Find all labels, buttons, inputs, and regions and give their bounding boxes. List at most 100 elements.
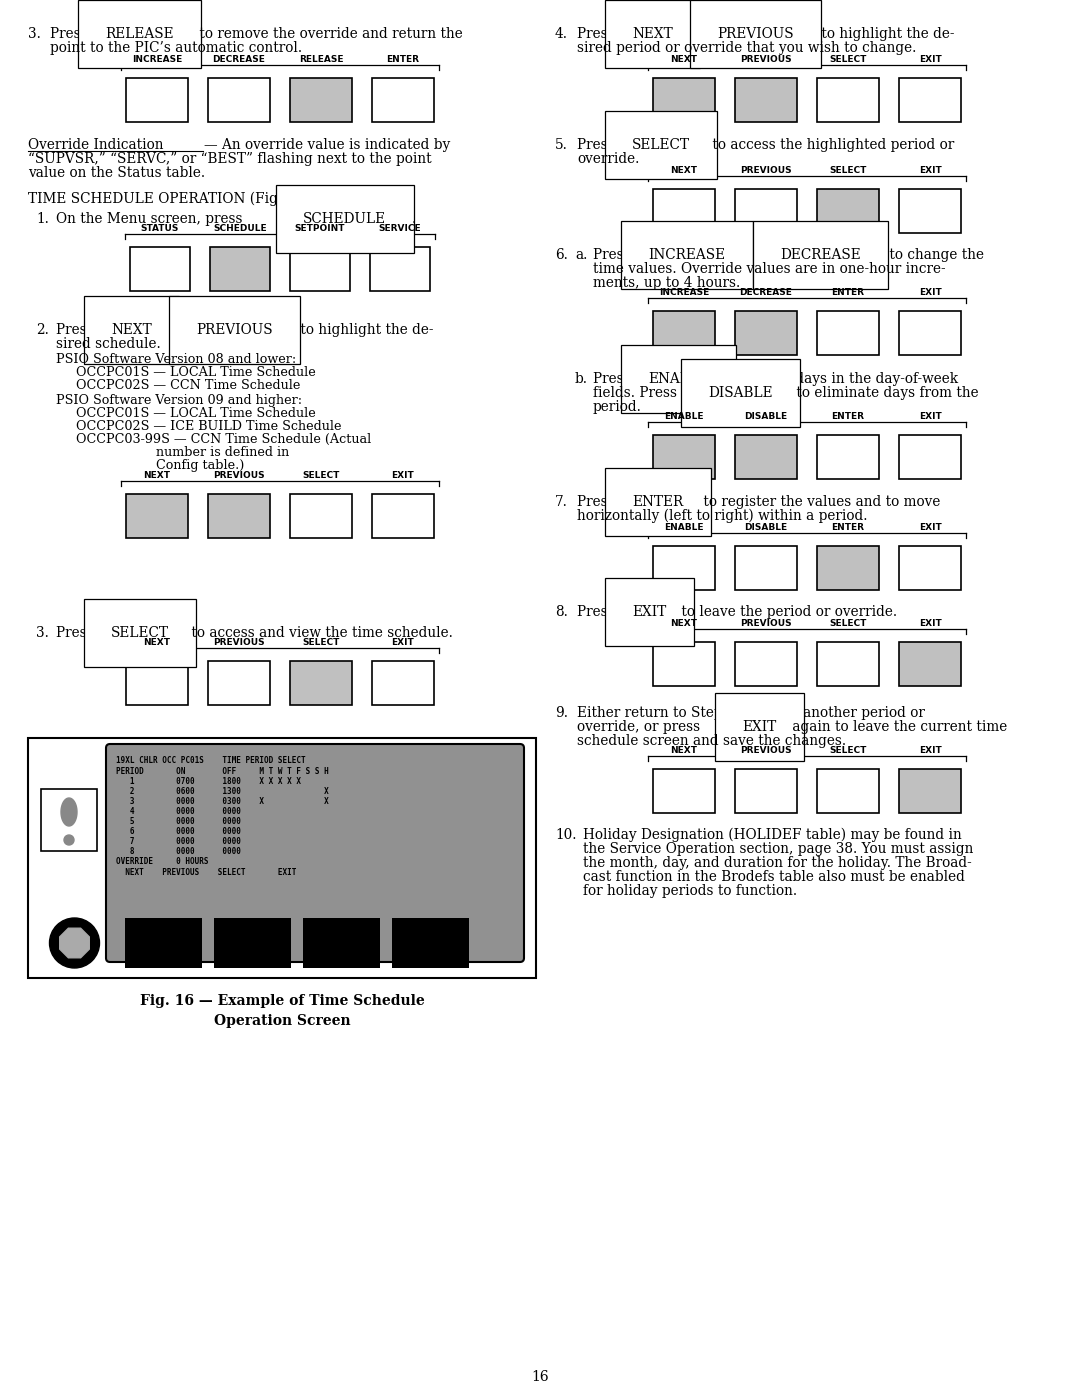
Text: DECREASE: DECREASE xyxy=(780,249,861,263)
Text: PREVIOUS: PREVIOUS xyxy=(740,619,792,629)
FancyBboxPatch shape xyxy=(291,247,350,291)
Text: DECREASE: DECREASE xyxy=(213,54,266,64)
FancyBboxPatch shape xyxy=(899,643,961,686)
Text: EXIT: EXIT xyxy=(919,522,942,532)
FancyBboxPatch shape xyxy=(106,745,524,963)
Text: to eliminate days from the: to eliminate days from the xyxy=(793,386,980,400)
Text: fields. Press: fields. Press xyxy=(593,386,681,400)
Text: ENTER: ENTER xyxy=(832,522,864,532)
Text: STATUS: STATUS xyxy=(140,224,179,233)
Text: point to the PIC’s automatic control.: point to the PIC’s automatic control. xyxy=(50,41,302,54)
Text: — An override value is indicated by: — An override value is indicated by xyxy=(204,138,450,152)
Text: for holiday periods to function.: for holiday periods to function. xyxy=(583,884,797,898)
Text: or: or xyxy=(748,249,772,263)
Text: to access the highlighted period or: to access the highlighted period or xyxy=(708,138,955,152)
Text: “SUPVSR,” “SERVC,” or “BEST” flashing next to the point: “SUPVSR,” “SERVC,” or “BEST” flashing ne… xyxy=(28,152,432,166)
Text: 2         0600      1300                  X: 2 0600 1300 X xyxy=(116,787,328,796)
Text: to register the values and to move: to register the values and to move xyxy=(700,495,941,509)
FancyBboxPatch shape xyxy=(291,661,352,705)
Text: 6         0000      0000: 6 0000 0000 xyxy=(116,827,241,835)
Text: Press: Press xyxy=(577,138,619,152)
FancyBboxPatch shape xyxy=(899,546,961,590)
Text: SERVICE: SERVICE xyxy=(379,224,421,233)
Text: RELEASE: RELEASE xyxy=(105,27,174,41)
FancyBboxPatch shape xyxy=(653,768,715,813)
Text: INCREASE: INCREASE xyxy=(659,288,710,298)
FancyBboxPatch shape xyxy=(899,768,961,813)
Text: Press: Press xyxy=(593,249,635,263)
Text: Override Indication: Override Indication xyxy=(28,138,163,152)
Text: 1.: 1. xyxy=(36,212,49,226)
Text: OCCPC02S — CCN Time Schedule: OCCPC02S — CCN Time Schedule xyxy=(76,379,300,393)
Text: ENTER: ENTER xyxy=(832,288,864,298)
FancyBboxPatch shape xyxy=(392,918,469,968)
Text: NEXT: NEXT xyxy=(111,323,152,337)
FancyBboxPatch shape xyxy=(303,918,380,968)
FancyBboxPatch shape xyxy=(899,434,961,479)
Text: to leave the period or override.: to leave the period or override. xyxy=(677,605,897,619)
Text: ENTER: ENTER xyxy=(632,495,684,509)
FancyBboxPatch shape xyxy=(41,789,97,851)
Text: 19XL CHLR OCC PC01S    TIME PERIOD SELECT: 19XL CHLR OCC PC01S TIME PERIOD SELECT xyxy=(116,756,306,766)
Text: RELEASE: RELEASE xyxy=(299,54,343,64)
Text: 7         0000      0000: 7 0000 0000 xyxy=(116,837,241,847)
Text: NEXT: NEXT xyxy=(671,619,698,629)
Text: EXIT: EXIT xyxy=(919,619,942,629)
FancyBboxPatch shape xyxy=(899,78,961,122)
Text: override.: override. xyxy=(577,152,639,166)
FancyBboxPatch shape xyxy=(291,495,352,538)
FancyBboxPatch shape xyxy=(126,661,188,705)
FancyBboxPatch shape xyxy=(816,768,879,813)
Text: 5.: 5. xyxy=(555,138,568,152)
FancyBboxPatch shape xyxy=(208,661,270,705)
Text: Press: Press xyxy=(577,27,619,41)
Text: SELECT: SELECT xyxy=(302,638,340,647)
Text: the Service Operation section, page 38. You must assign: the Service Operation section, page 38. … xyxy=(583,842,973,856)
Text: again to leave the current time: again to leave the current time xyxy=(787,719,1007,733)
Text: PREVIOUS: PREVIOUS xyxy=(195,323,272,337)
Text: Press: Press xyxy=(56,626,98,640)
Text: to select days in the day-of-week: to select days in the day-of-week xyxy=(728,372,958,386)
Text: 4.: 4. xyxy=(555,27,568,41)
FancyBboxPatch shape xyxy=(372,495,434,538)
FancyBboxPatch shape xyxy=(816,643,879,686)
Text: sired period or override that you wish to change.: sired period or override that you wish t… xyxy=(577,41,916,54)
Circle shape xyxy=(64,835,75,845)
FancyBboxPatch shape xyxy=(126,78,188,122)
Text: PSIO Software Version 08 and lower:: PSIO Software Version 08 and lower: xyxy=(56,353,296,366)
Text: SCHEDULE: SCHEDULE xyxy=(303,212,387,226)
Text: 2.: 2. xyxy=(36,323,49,337)
Text: NEXT: NEXT xyxy=(144,471,171,481)
Text: PREVIOUS: PREVIOUS xyxy=(740,54,792,64)
Text: 6.: 6. xyxy=(555,249,568,263)
FancyBboxPatch shape xyxy=(126,495,188,538)
Text: a.: a. xyxy=(575,249,588,263)
Text: to remove the override and return the: to remove the override and return the xyxy=(194,27,462,41)
Text: On the Menu screen, press: On the Menu screen, press xyxy=(56,212,247,226)
Text: SELECT: SELECT xyxy=(302,471,340,481)
FancyBboxPatch shape xyxy=(210,247,270,291)
Text: SELECT: SELECT xyxy=(829,54,866,64)
Text: EXIT: EXIT xyxy=(392,471,415,481)
Text: NEXT: NEXT xyxy=(671,746,698,754)
FancyBboxPatch shape xyxy=(816,189,879,233)
FancyBboxPatch shape xyxy=(125,918,202,968)
Text: schedule screen and save the changes.: schedule screen and save the changes. xyxy=(577,733,846,747)
Text: cast function in the Brodefs table also must be enabled: cast function in the Brodefs table also … xyxy=(583,870,964,884)
Text: Either return to Step 4 to select another period or: Either return to Step 4 to select anothe… xyxy=(577,705,924,719)
Text: ENTER: ENTER xyxy=(832,412,864,420)
Text: Fig. 16 — Example of Time Schedule
Operation Screen: Fig. 16 — Example of Time Schedule Opera… xyxy=(139,995,424,1028)
Text: EXIT: EXIT xyxy=(919,746,942,754)
Text: 3.: 3. xyxy=(36,626,49,640)
FancyBboxPatch shape xyxy=(816,546,879,590)
Text: Config table.): Config table.) xyxy=(156,460,244,472)
Text: NEXT: NEXT xyxy=(671,54,698,64)
FancyBboxPatch shape xyxy=(130,247,190,291)
FancyBboxPatch shape xyxy=(653,189,715,233)
Text: SELECT: SELECT xyxy=(632,138,690,152)
Text: 7.: 7. xyxy=(555,495,568,509)
Text: Holiday Designation (HOLIDEF table) may be found in: Holiday Designation (HOLIDEF table) may … xyxy=(583,828,962,842)
FancyBboxPatch shape xyxy=(816,78,879,122)
Text: EXIT: EXIT xyxy=(632,605,666,619)
Text: or: or xyxy=(686,27,710,41)
